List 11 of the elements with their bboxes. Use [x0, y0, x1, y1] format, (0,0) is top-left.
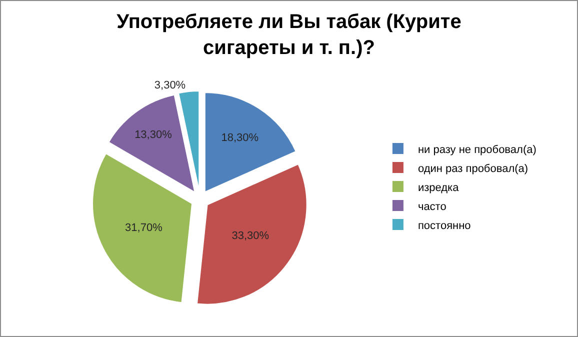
legend-label: изредка [418, 182, 460, 194]
legend-label: постоянно [418, 220, 471, 232]
data-label: 33,30% [232, 230, 270, 242]
data-label: 13,30% [134, 128, 172, 141]
legend-label: часто [418, 200, 446, 213]
data-label: 18,30% [221, 132, 259, 144]
legend-label: один раз пробовал(а) [418, 162, 528, 175]
chart-title: Употребляете ли Вы табак (Курите сигареты и т. п.)? [116, 10, 462, 59]
data-label: 31,70% [125, 222, 163, 234]
data-label: 3,30% [154, 80, 186, 92]
legend-label: ни разу не пробовал(а) [418, 144, 536, 156]
